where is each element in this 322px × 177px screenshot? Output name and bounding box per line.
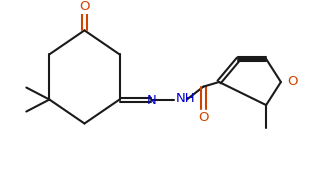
Text: O: O bbox=[79, 0, 90, 13]
Text: O: O bbox=[287, 75, 298, 88]
Text: N: N bbox=[147, 94, 156, 107]
Text: O: O bbox=[198, 111, 209, 124]
Text: NH: NH bbox=[176, 92, 195, 105]
